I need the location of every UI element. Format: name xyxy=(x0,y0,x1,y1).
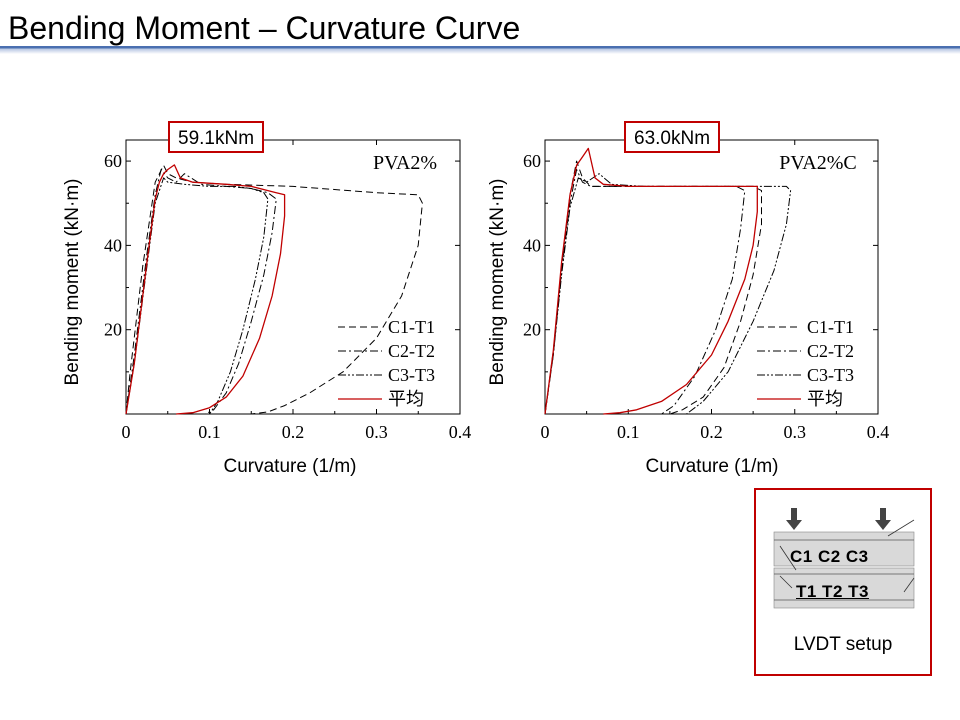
x-tick-label: 0.4 xyxy=(867,422,890,442)
series-line-3 xyxy=(125,177,269,415)
x-tick-label: 0.4 xyxy=(449,422,472,442)
peak-callout-left: 59.1kNm xyxy=(168,121,265,153)
chart-1: 0 0.1 0.2 0.3 0.4 20 40 60 Curvature (1/m) Bendin… xyxy=(487,139,890,477)
chart-0: 0 0.1 0.2 0.3 0.4 20 40 60 Curvature (1/m) Bendin… xyxy=(62,139,472,477)
y-tick-label: 20 xyxy=(104,320,122,340)
x-tick-label: 0.3 xyxy=(784,422,807,442)
x-tick-label: 0.1 xyxy=(198,422,221,442)
series-line-3 xyxy=(544,173,792,415)
lvdt-diagram xyxy=(773,508,915,609)
y-tick-label: 40 xyxy=(523,235,541,255)
lvdt-bottom-labels: T1 T2 T3 xyxy=(796,582,869,601)
lvdt-top-labels: C1 C2 C3 xyxy=(790,547,869,566)
x-tick-label: 0.2 xyxy=(700,422,723,442)
y-axis-label: Bending moment (kN·m) xyxy=(62,179,83,386)
lvdt-caption: LVDT setup xyxy=(793,634,893,655)
y-tick-label: 40 xyxy=(104,235,122,255)
chart-title: PVA2%C xyxy=(779,152,856,174)
peak-callout-right: 63.0kNm xyxy=(624,121,721,153)
legend-label: C1-T1 xyxy=(807,317,854,337)
title-rule xyxy=(0,46,960,54)
series-line-4 xyxy=(544,147,758,415)
series-line-4 xyxy=(125,164,286,415)
x-axis-label: Curvature (1/m) xyxy=(223,456,356,477)
series-line-2 xyxy=(125,169,277,415)
legend-label: C3-T3 xyxy=(807,365,854,385)
x-tick-label: 0 xyxy=(122,422,131,442)
x-tick-label: 0.3 xyxy=(365,422,388,442)
series-line-2 xyxy=(544,169,746,415)
y-tick-label: 60 xyxy=(523,151,541,171)
lvdt-setup-panel: C1 C2 C3 T1 T2 T3 LVDT setup xyxy=(754,488,932,676)
legend-label: C2-T2 xyxy=(807,341,854,361)
x-tick-label: 0 xyxy=(541,422,550,442)
load-arrow-icon xyxy=(875,508,891,530)
slide-title: Bending Moment – Curvature Curve xyxy=(8,10,521,46)
x-tick-label: 0.2 xyxy=(282,422,305,442)
legend-label: 平均 xyxy=(807,389,843,409)
legend-label: C3-T3 xyxy=(388,365,435,385)
y-tick-label: 20 xyxy=(523,320,541,340)
chart-title: PVA2% xyxy=(373,152,437,174)
x-axis-label: Curvature (1/m) xyxy=(645,456,778,477)
load-arrow-icon xyxy=(786,508,802,530)
beam-lower xyxy=(773,567,915,609)
legend-label: 平均 xyxy=(388,389,424,409)
legend-label: C2-T2 xyxy=(388,341,435,361)
legend-label: C1-T1 xyxy=(388,317,435,337)
x-tick-label: 0.1 xyxy=(617,422,640,442)
beam-upper xyxy=(773,531,915,567)
series-line-1 xyxy=(125,164,423,415)
y-tick-label: 60 xyxy=(104,151,122,171)
y-axis-label: Bending moment (kN·m) xyxy=(487,179,508,386)
